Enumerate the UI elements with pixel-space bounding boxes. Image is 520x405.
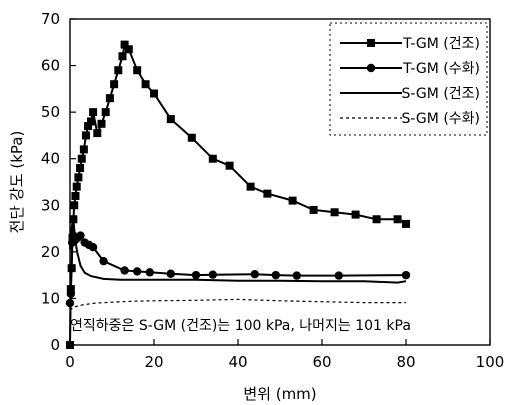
- data-point: [246, 182, 255, 191]
- data-point: [133, 66, 142, 75]
- legend-label: T-GM (수화): [402, 61, 480, 77]
- x-tick-label: 100: [476, 353, 505, 371]
- data-point: [288, 196, 297, 205]
- data-point: [88, 243, 98, 252]
- data-point: [71, 191, 80, 200]
- data-point: [114, 66, 123, 75]
- y-axis-title: 전단 강도 (kPa): [8, 131, 26, 234]
- x-tick-label: 0: [65, 353, 75, 371]
- data-point: [166, 115, 175, 124]
- data-point: [271, 270, 280, 280]
- data-point: [187, 133, 196, 142]
- data-point: [225, 161, 234, 170]
- data-point: [89, 108, 98, 117]
- legend-item: T-GM (수화): [340, 61, 480, 77]
- legend-item: S-GM (수화): [340, 111, 480, 127]
- data-point: [101, 108, 110, 117]
- load-annotation: 연직하중은 S-GM (건조)는 100 kPa, 나머지는 101 kPa: [70, 318, 411, 334]
- data-point: [79, 145, 88, 154]
- legend: T-GM (건조) T-GM (수화) S-GM (건조) S-GM (수화): [329, 22, 488, 136]
- data-point: [393, 215, 402, 224]
- x-axis: 0 20 40 60 80 100: [65, 339, 504, 371]
- data-point: [70, 201, 79, 210]
- data-point: [72, 182, 81, 191]
- data-point: [208, 270, 217, 279]
- data-point: [309, 205, 318, 214]
- data-point: [402, 219, 410, 228]
- data-point: [401, 270, 411, 280]
- data-point: [66, 289, 76, 298]
- data-point: [65, 298, 75, 308]
- series-4: [69, 298, 406, 311]
- data-point: [145, 268, 154, 277]
- data-point: [66, 341, 74, 349]
- y-tick-label: 70: [41, 10, 60, 28]
- y-tick-label: 60: [41, 57, 60, 75]
- y-tick-label: 20: [41, 243, 60, 261]
- data-point: [84, 122, 93, 131]
- data-point: [334, 271, 343, 280]
- data-point: [330, 208, 339, 217]
- x-tick-label: 20: [144, 353, 163, 371]
- x-tick-label: 60: [312, 353, 331, 371]
- data-point: [77, 154, 86, 163]
- x-tick-label: 40: [228, 353, 247, 371]
- series-line: [69, 231, 407, 304]
- series-line: [69, 219, 407, 284]
- legend-box: [329, 22, 488, 136]
- x-tick-label: 80: [396, 353, 415, 371]
- data-point: [76, 231, 85, 240]
- legend-item: T-GM (건조): [340, 36, 480, 52]
- data-point: [166, 269, 175, 278]
- data-point: [124, 45, 133, 54]
- data-point: [120, 266, 129, 275]
- data-point: [292, 271, 301, 280]
- legend-marker: [366, 63, 376, 73]
- legend-marker: [367, 39, 375, 47]
- data-point: [81, 131, 90, 140]
- series-2: [65, 231, 411, 308]
- data-point: [118, 52, 127, 61]
- data-point: [141, 80, 150, 89]
- y-axis: 0 10 20 30 40 50 60 70: [41, 10, 76, 354]
- data-point: [150, 89, 158, 98]
- series-line: [69, 298, 406, 311]
- y-tick-label: 40: [41, 150, 60, 168]
- plot-frame: [69, 18, 491, 346]
- y-tick-label: 30: [41, 196, 60, 214]
- y-tick-label: 50: [41, 103, 60, 121]
- series-3: [69, 219, 407, 284]
- data-point: [372, 215, 381, 224]
- data-point: [120, 40, 129, 49]
- data-series: [65, 40, 411, 349]
- data-point: [97, 119, 106, 128]
- data-point: [76, 164, 85, 173]
- data-point: [351, 210, 360, 219]
- legend-item: S-GM (건조): [340, 86, 480, 102]
- legend-label: S-GM (수화): [401, 111, 480, 127]
- y-tick-label: 10: [41, 289, 60, 307]
- data-point: [110, 80, 119, 89]
- data-point: [133, 267, 142, 276]
- data-point: [87, 117, 95, 126]
- data-point: [93, 129, 102, 138]
- data-point: [250, 270, 259, 279]
- y-tick-label: 0: [50, 336, 60, 354]
- data-point: [191, 270, 201, 280]
- data-point: [208, 154, 217, 163]
- data-point: [263, 189, 272, 198]
- data-point: [105, 94, 114, 103]
- data-point: [99, 256, 108, 266]
- legend-label: T-GM (건조): [402, 36, 480, 52]
- legend-label: S-GM (건조): [401, 86, 480, 102]
- data-point: [74, 173, 83, 182]
- x-axis-title: 변위 (mm): [243, 385, 316, 403]
